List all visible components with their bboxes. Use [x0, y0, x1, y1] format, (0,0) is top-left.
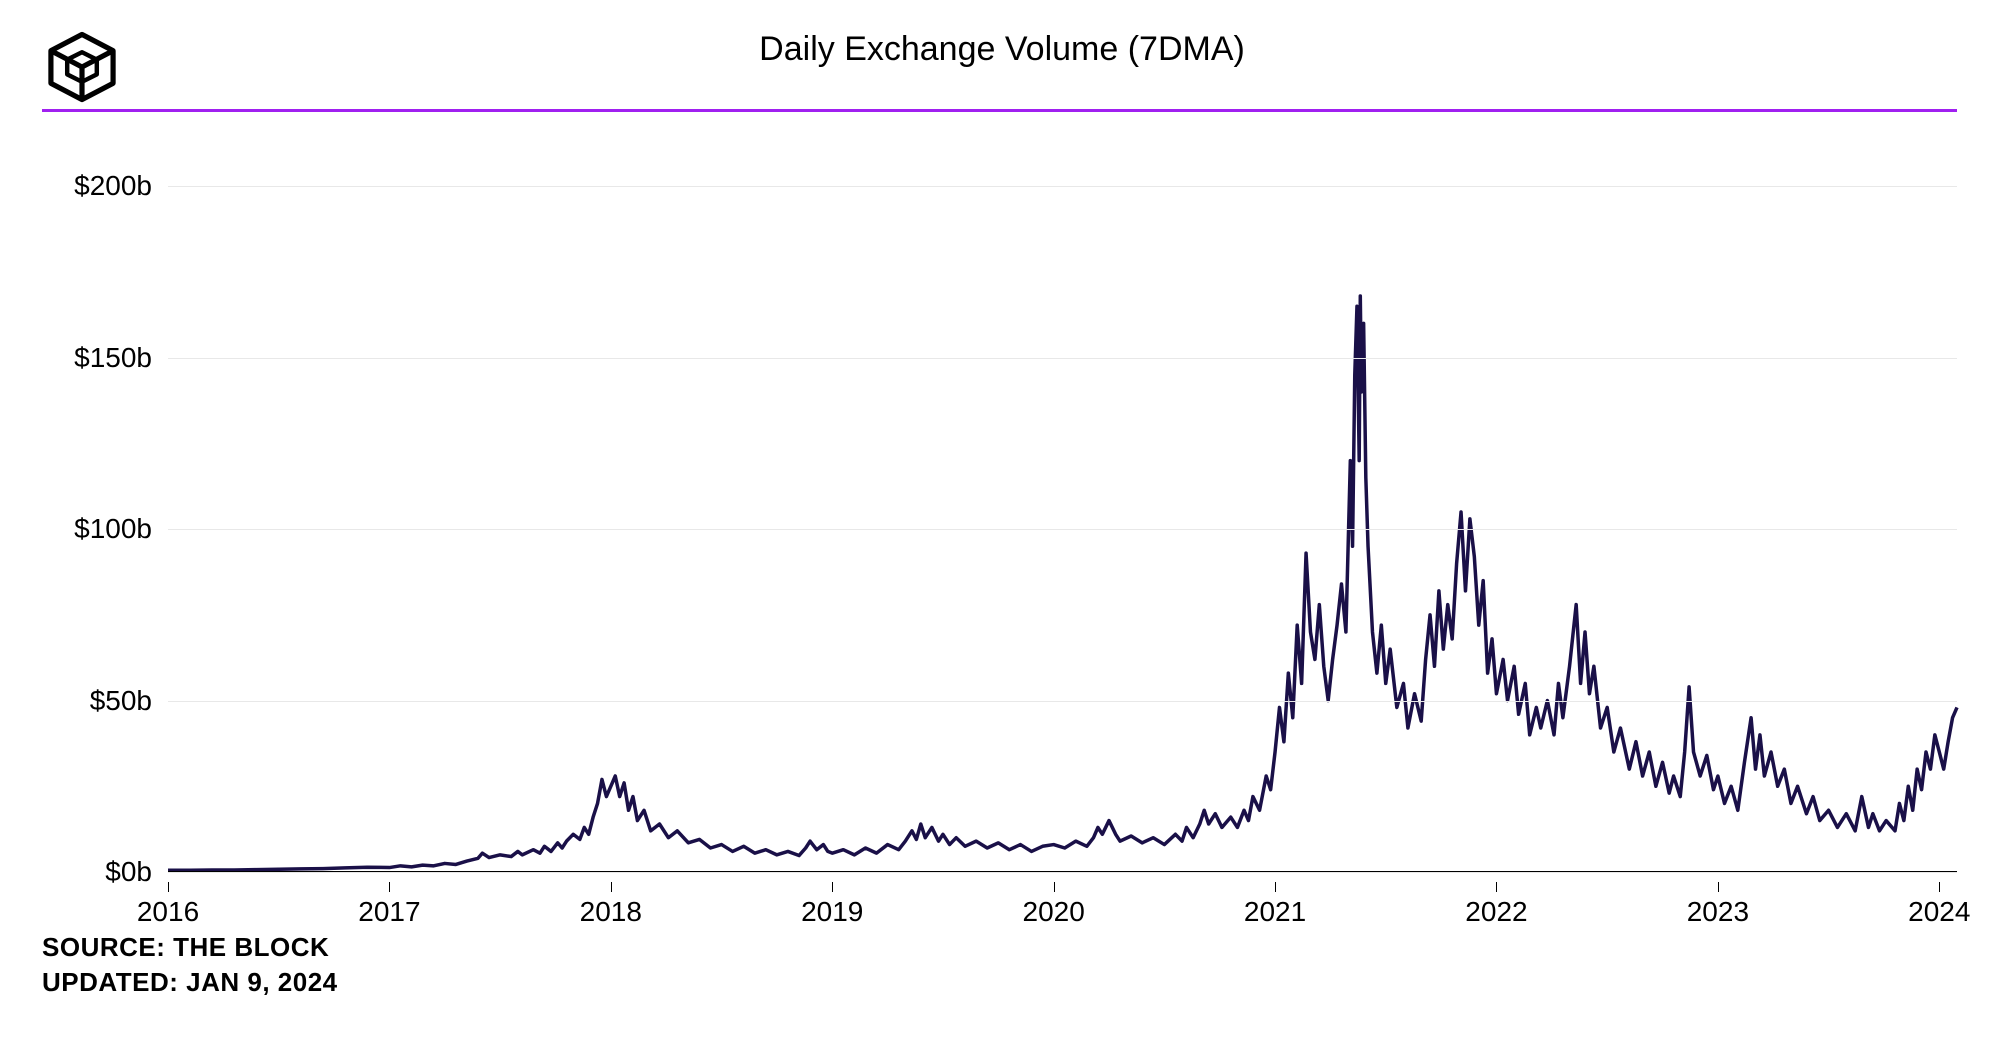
grid-line [168, 872, 1957, 873]
x-tick [832, 882, 833, 892]
x-tick-label: 2018 [580, 896, 642, 928]
logo-icon [45, 30, 119, 109]
header-divider [42, 109, 1957, 112]
x-tick-label: 2019 [801, 896, 863, 928]
y-axis: $0b$50b$100b$150b$200b [40, 152, 160, 872]
x-tick-label: 2016 [137, 896, 199, 928]
x-tick [1496, 882, 1497, 892]
x-tick-label: 2017 [358, 896, 420, 928]
x-tick-label: 2022 [1465, 896, 1527, 928]
line-series [168, 152, 1957, 872]
y-tick-label: $100b [74, 513, 160, 545]
source-label: SOURCE: [42, 932, 165, 962]
y-tick-label: $50b [90, 685, 160, 717]
updated-label: UPDATED: [42, 967, 178, 997]
y-tick-label: $0b [105, 856, 160, 888]
x-tick [1054, 882, 1055, 892]
updated-value: JAN 9, 2024 [186, 967, 337, 997]
updated-line: UPDATED: JAN 9, 2024 [42, 965, 338, 1000]
chart-footer: SOURCE: THE BLOCK UPDATED: JAN 9, 2024 [42, 930, 338, 1000]
chart-area: $0b$50b$100b$150b$200b 20162017201820192… [40, 152, 1959, 872]
x-tick [168, 882, 169, 892]
x-tick [611, 882, 612, 892]
x-tick-label: 2021 [1244, 896, 1306, 928]
x-tick-label: 2023 [1687, 896, 1749, 928]
x-tick [389, 882, 390, 892]
grid-line [168, 186, 1957, 187]
grid-line [168, 529, 1957, 530]
y-tick-label: $200b [74, 170, 160, 202]
chart-title: Daily Exchange Volume (7DMA) [45, 30, 1959, 69]
plot-area [168, 152, 1957, 872]
x-tick [1275, 882, 1276, 892]
x-tick [1939, 882, 1940, 892]
x-tick-label: 2020 [1022, 896, 1084, 928]
grid-line [168, 701, 1957, 702]
source-value: THE BLOCK [173, 932, 329, 962]
x-axis: 201620172018201920202021202220232024 [168, 882, 1957, 952]
chart-header: Daily Exchange Volume (7DMA) [0, 0, 1999, 89]
y-tick-label: $150b [74, 342, 160, 374]
x-tick-label: 2024 [1908, 896, 1970, 928]
source-line: SOURCE: THE BLOCK [42, 930, 338, 965]
grid-line [168, 358, 1957, 359]
x-tick [1718, 882, 1719, 892]
